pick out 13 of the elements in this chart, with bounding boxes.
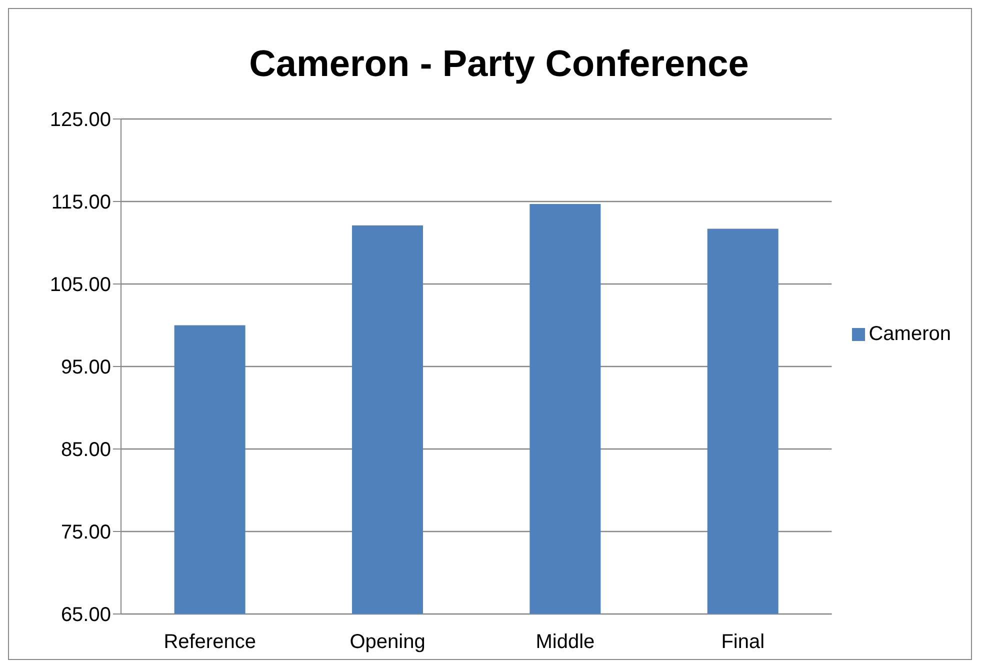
y-tick-label: 115.00 xyxy=(51,192,111,214)
y-tick-label: 125.00 xyxy=(50,109,111,132)
y-tick-label: 75.00 xyxy=(60,522,111,544)
y-tick-label: 105.00 xyxy=(50,274,111,296)
legend-label: Cameron xyxy=(868,322,951,344)
x-tick-label: Final xyxy=(721,631,765,654)
x-tick-label: Reference xyxy=(164,631,256,654)
chart-title: Cameron - Party Conference xyxy=(248,43,750,85)
y-tick-label: 65.00 xyxy=(60,604,111,626)
y-tick-label: 85.00 xyxy=(60,439,111,462)
y-tick-label: 95.00 xyxy=(60,356,111,379)
x-tick-label: Opening xyxy=(350,631,426,654)
x-tick-label: Middle xyxy=(536,631,595,654)
